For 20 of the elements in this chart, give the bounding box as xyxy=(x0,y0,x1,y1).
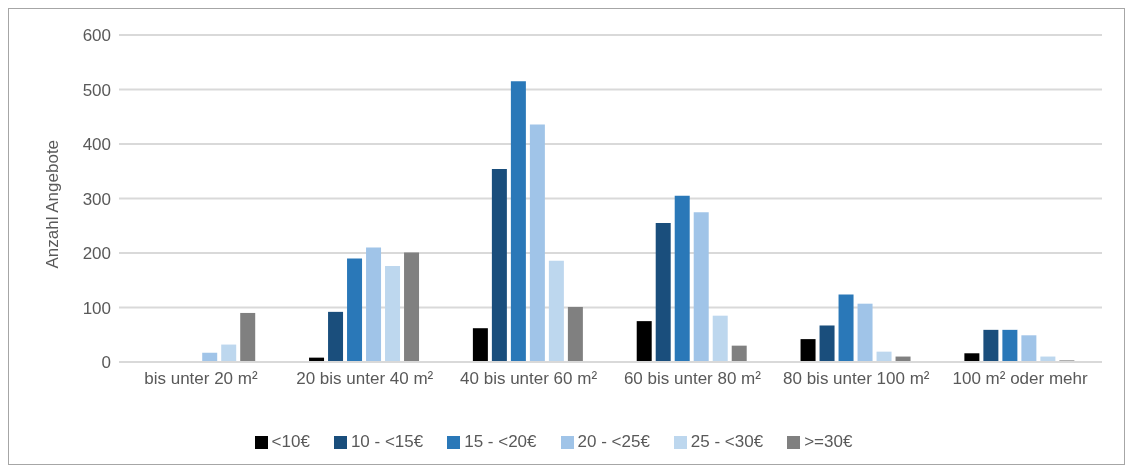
x-tick-label: 100 m² oder mehr xyxy=(952,369,1088,388)
y-tick-label: 500 xyxy=(82,80,111,100)
y-tick-label: 200 xyxy=(82,244,111,264)
legend-label: <10€ xyxy=(271,432,310,451)
y-axis-title: Anzahl Angebote xyxy=(43,139,63,269)
legend-label: 25 - <30€ xyxy=(690,432,764,451)
legend-label: >=30€ xyxy=(804,432,853,451)
x-tick-label: 20 bis unter 40 m² xyxy=(296,369,434,388)
x-tick-label: 60 bis unter 80 m² xyxy=(623,369,762,388)
y-tick-label: 600 xyxy=(82,26,111,46)
y-tick-label: 400 xyxy=(82,135,111,155)
legend-label: 10 - <15€ xyxy=(350,432,424,451)
legend-label: 20 - <25€ xyxy=(577,432,650,451)
x-tick-label: bis unter 20 m² xyxy=(144,369,258,388)
y-tick-label: 0 xyxy=(101,353,111,373)
legend-label: 15 - <20€ xyxy=(464,432,537,451)
x-tick-label: 80 bis unter 100 m² xyxy=(783,369,930,388)
y-tick-label: 100 xyxy=(82,298,111,318)
x-tick-label: 40 bis unter 60 m² xyxy=(460,369,598,388)
y-tick-label: 300 xyxy=(82,189,111,209)
